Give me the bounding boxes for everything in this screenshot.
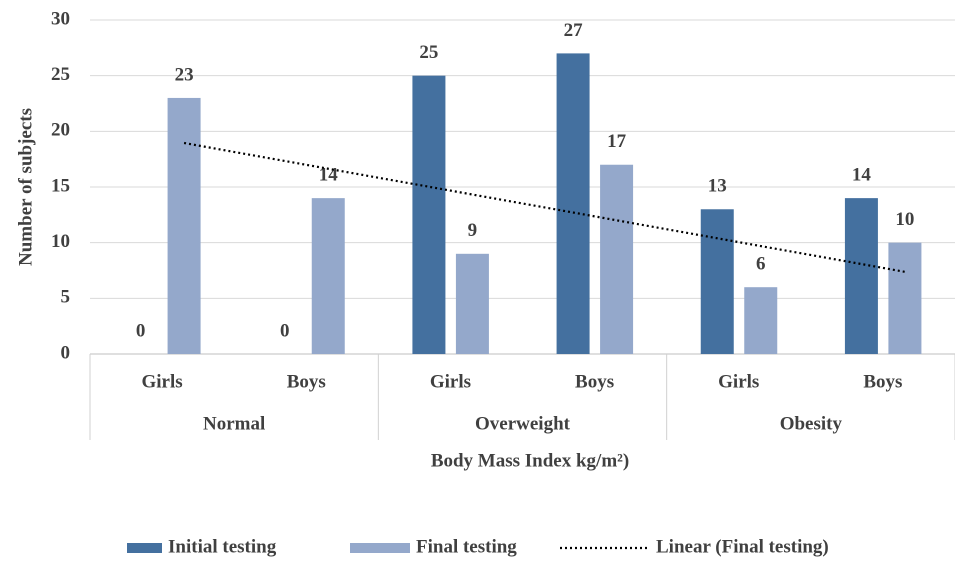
y-axis-title: Number of subjects (15, 108, 36, 266)
y-tick-label: 20 (51, 120, 70, 141)
data-label: 25 (419, 42, 438, 63)
group-label: Overweight (475, 413, 571, 434)
legend-swatch (127, 543, 162, 553)
x-tick-label: Boys (575, 371, 614, 392)
data-label: 14 (319, 164, 339, 185)
bar (744, 287, 778, 354)
y-tick-label: 5 (61, 287, 71, 308)
legend-label: Initial testing (168, 536, 277, 557)
data-label: 14 (852, 164, 872, 185)
x-tick-label: Girls (430, 371, 471, 392)
trendline (183, 141, 906, 273)
bar (556, 53, 590, 355)
x-tick-label: Girls (718, 371, 759, 392)
y-tick-label: 10 (51, 231, 70, 252)
x-tick-label: Girls (141, 371, 182, 392)
data-label: 27 (564, 20, 584, 41)
data-label: 10 (895, 209, 914, 230)
y-tick-label: 0 (61, 342, 71, 363)
data-label: 0 (136, 320, 146, 341)
x-axis-title: Body Mass Index kg/m²) (431, 450, 629, 471)
data-label: 23 (175, 64, 194, 85)
bar (412, 75, 446, 355)
bar (888, 242, 922, 354)
bar (700, 209, 734, 354)
bar (600, 164, 634, 354)
data-label: 17 (607, 131, 627, 152)
data-label: 13 (708, 176, 727, 197)
legend-swatch (350, 543, 410, 553)
legend-label: Linear (Final testing) (656, 536, 829, 557)
y-tick-label: 30 (51, 8, 70, 29)
x-tick-label: Boys (863, 371, 902, 392)
group-label: Obesity (780, 413, 843, 434)
y-tick-label: 15 (51, 175, 70, 196)
x-tick-label: Boys (287, 371, 326, 392)
bar (844, 198, 878, 354)
group-label: Normal (203, 413, 265, 434)
y-tick-label: 25 (51, 64, 70, 85)
data-label: 9 (468, 220, 478, 241)
bar (455, 253, 489, 354)
data-label: 6 (756, 254, 766, 275)
bar (311, 198, 345, 354)
legend-label: Final testing (416, 536, 517, 557)
bar (167, 97, 201, 354)
data-label: 0 (280, 320, 290, 341)
